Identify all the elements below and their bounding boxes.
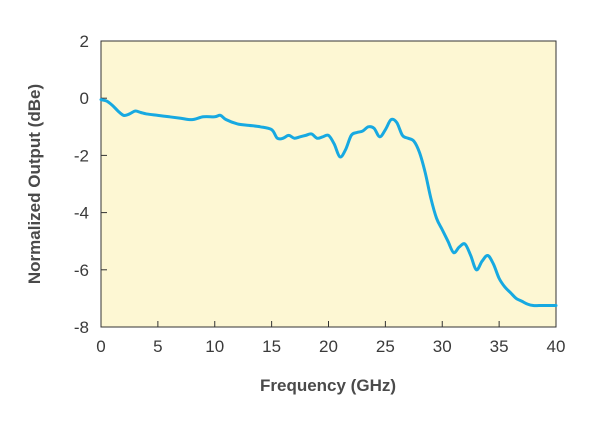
data-point bbox=[128, 112, 131, 115]
data-point bbox=[236, 122, 239, 125]
data-point bbox=[446, 240, 449, 243]
data-point bbox=[105, 100, 108, 103]
data-point bbox=[520, 300, 523, 303]
data-point bbox=[122, 114, 125, 117]
data-point bbox=[452, 251, 455, 254]
x-tick-label: 5 bbox=[153, 337, 162, 356]
data-point bbox=[219, 114, 222, 117]
data-point bbox=[361, 130, 364, 133]
data-point bbox=[481, 260, 484, 263]
y-tick-label: -6 bbox=[74, 261, 89, 280]
data-point bbox=[293, 137, 296, 140]
data-point bbox=[373, 127, 376, 130]
data-point bbox=[321, 135, 324, 138]
data-point bbox=[247, 124, 250, 127]
y-axis-label: Normalized Output (dBe) bbox=[25, 84, 44, 284]
data-point bbox=[378, 135, 381, 138]
y-tick-label: -4 bbox=[74, 204, 89, 223]
data-point bbox=[458, 245, 461, 248]
x-tick-label: 15 bbox=[262, 337, 281, 356]
data-point bbox=[515, 297, 518, 300]
data-point bbox=[350, 134, 353, 137]
data-point bbox=[390, 118, 393, 121]
data-point bbox=[316, 137, 319, 140]
data-point bbox=[156, 114, 159, 117]
x-tick-label: 25 bbox=[376, 337, 395, 356]
x-tick-label: 40 bbox=[547, 337, 566, 356]
data-point bbox=[418, 151, 421, 154]
data-point bbox=[435, 217, 438, 220]
data-point bbox=[549, 304, 552, 307]
data-point bbox=[526, 303, 529, 306]
data-point bbox=[282, 137, 285, 140]
data-point bbox=[299, 135, 302, 138]
y-axis-ticks: 2 0 -2 -4 -6 -8 bbox=[74, 32, 107, 337]
data-point bbox=[179, 117, 182, 120]
data-point bbox=[333, 142, 336, 145]
x-tick-label: 30 bbox=[433, 337, 452, 356]
data-point bbox=[134, 110, 137, 113]
data-point bbox=[395, 121, 398, 124]
x-axis-label: Frequency (GHz) bbox=[260, 376, 396, 395]
data-point bbox=[367, 125, 370, 128]
data-point bbox=[344, 148, 347, 151]
x-tick-label: 10 bbox=[205, 337, 224, 356]
data-point bbox=[486, 254, 489, 257]
data-point bbox=[100, 98, 103, 101]
x-tick-label: 0 bbox=[96, 337, 105, 356]
data-point bbox=[304, 134, 307, 137]
data-point bbox=[429, 197, 432, 200]
data-point bbox=[412, 140, 415, 143]
data-point bbox=[441, 228, 444, 231]
data-point bbox=[338, 155, 341, 158]
data-point bbox=[543, 304, 546, 307]
data-point bbox=[213, 115, 216, 118]
y-tick-label: -2 bbox=[74, 146, 89, 165]
data-point bbox=[503, 285, 506, 288]
data-point bbox=[259, 125, 262, 128]
data-point bbox=[202, 115, 205, 118]
data-point bbox=[555, 304, 558, 307]
data-point bbox=[139, 111, 142, 114]
data-point bbox=[117, 110, 120, 113]
data-point bbox=[310, 132, 313, 135]
data-point bbox=[327, 134, 330, 137]
data-point bbox=[225, 118, 228, 121]
x-tick-label: 20 bbox=[319, 337, 338, 356]
plot-area bbox=[100, 40, 557, 328]
series-layer bbox=[99, 98, 558, 308]
data-point bbox=[475, 268, 478, 271]
y-tick-label: 2 bbox=[80, 32, 89, 51]
data-point bbox=[191, 118, 194, 121]
data-point bbox=[532, 304, 535, 307]
y-tick-label: -8 bbox=[74, 318, 89, 337]
data-point bbox=[145, 112, 148, 115]
data-point bbox=[111, 104, 114, 107]
data-point bbox=[276, 137, 279, 140]
data-point bbox=[287, 134, 290, 137]
data-point bbox=[270, 128, 273, 131]
x-tick-label: 35 bbox=[490, 337, 509, 356]
data-point bbox=[464, 243, 467, 246]
x-axis-ticks: 0 5 10 15 20 25 30 35 40 bbox=[96, 321, 565, 356]
data-point bbox=[168, 115, 171, 118]
data-point bbox=[537, 304, 540, 307]
data-point bbox=[355, 131, 358, 134]
data-point bbox=[469, 254, 472, 257]
data-point bbox=[384, 128, 387, 131]
data-point bbox=[509, 291, 512, 294]
data-point bbox=[424, 171, 427, 174]
series-line-0 bbox=[99, 98, 558, 308]
data-point bbox=[407, 137, 410, 140]
data-point bbox=[498, 277, 501, 280]
y-tick-label: 0 bbox=[80, 89, 89, 108]
data-point bbox=[492, 263, 495, 266]
data-point bbox=[401, 134, 404, 137]
